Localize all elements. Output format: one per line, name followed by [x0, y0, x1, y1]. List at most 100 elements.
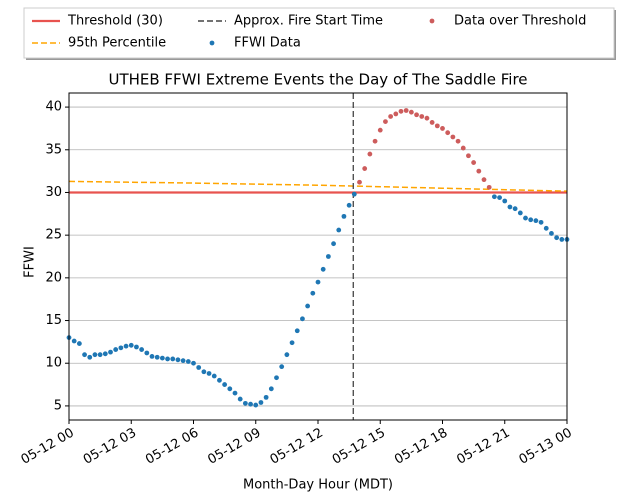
data-point [149, 353, 155, 359]
data-point [351, 191, 357, 197]
data-point [284, 352, 290, 358]
data-point [346, 202, 352, 208]
data-point [263, 394, 269, 400]
data-point [388, 114, 394, 119]
data-point [217, 377, 222, 383]
data-point [517, 210, 523, 216]
data-point [440, 126, 445, 131]
data-point [455, 138, 461, 144]
data-point [559, 237, 565, 242]
data-point [497, 195, 502, 200]
x-tick-label: 05-12 03 [81, 426, 139, 468]
data-point [191, 360, 196, 366]
data-point [144, 350, 150, 356]
data-point [481, 177, 487, 183]
data-point [170, 356, 176, 362]
data-point [227, 386, 233, 392]
data-point [554, 235, 560, 241]
data-point [466, 153, 471, 159]
data-point [232, 390, 238, 396]
data-point [450, 134, 456, 140]
data-point [408, 109, 414, 115]
y-tick-label: 20 [45, 270, 62, 285]
data-point [82, 352, 87, 358]
data-point [222, 382, 228, 387]
data-point [336, 227, 342, 233]
data-point [185, 359, 191, 364]
data-point [76, 341, 82, 346]
x-tick-label: 05-12 12 [268, 426, 326, 468]
data-point [507, 204, 513, 210]
x-tick-label: 05-12 21 [454, 426, 512, 468]
data-point [549, 231, 554, 236]
data-point [377, 127, 383, 133]
data-point [502, 198, 508, 204]
legend-marker [429, 18, 435, 24]
data-point [139, 347, 145, 352]
data-point [429, 120, 435, 125]
x-tick-label: 05-12 06 [143, 426, 201, 468]
y-tick-label: 25 [45, 228, 62, 243]
legend-label: FFWI Data [234, 36, 301, 51]
legend-frame [23, 7, 615, 59]
y-tick-label: 35 [45, 142, 62, 157]
data-point [523, 215, 528, 221]
data-point [108, 349, 113, 355]
data-point [118, 345, 124, 351]
data-point [393, 111, 399, 117]
y-axis-label: FFWI [23, 246, 38, 278]
data-point [325, 254, 331, 259]
data-point [419, 114, 425, 119]
data-point [206, 371, 212, 376]
y-tick-label: 40 [45, 100, 62, 115]
chart-title: UTHEB FFWI Extreme Events the Day of The… [108, 71, 527, 89]
x-tick-label: 05-13 00 [517, 426, 575, 468]
data-point [300, 316, 305, 322]
data-point [372, 138, 378, 144]
y-tick-label: 10 [45, 356, 62, 371]
data-point [491, 194, 497, 200]
legend-label: Approx. Fire Start Time [234, 14, 383, 29]
data-point [113, 347, 119, 352]
data-point [268, 386, 274, 392]
data-point [248, 401, 253, 407]
data-point [310, 290, 316, 296]
data-point [320, 266, 326, 272]
data-point [538, 219, 544, 225]
data-point [128, 342, 134, 348]
x-tick-label: 05-12 15 [330, 426, 388, 468]
data-point [315, 279, 321, 285]
data-point [543, 225, 549, 231]
data-point [180, 358, 186, 364]
data-point [357, 179, 362, 185]
data-point [201, 369, 207, 375]
data-point [528, 217, 534, 223]
data-point [476, 168, 482, 174]
data-point [92, 352, 98, 358]
data-point [71, 338, 77, 344]
data-point [87, 354, 93, 360]
y-tick-label: 15 [45, 313, 62, 328]
data-point [486, 184, 492, 190]
data-point [434, 123, 440, 129]
data-point [294, 328, 300, 334]
x-tick-label: 05-12 18 [392, 426, 450, 468]
data-point [211, 373, 217, 379]
y-tick-label: 5 [54, 398, 62, 413]
legend-label: 95th Percentile [68, 36, 166, 51]
data-point [533, 218, 539, 224]
data-point [123, 343, 129, 349]
data-point [445, 130, 451, 136]
x-axis-label: Month-Day Hour (MDT) [243, 478, 393, 493]
data-point [242, 400, 248, 406]
plot-frame [68, 92, 568, 421]
data-point [383, 119, 388, 125]
data-point [424, 115, 430, 121]
data-point [274, 375, 279, 381]
legend-label: Threshold (30) [67, 14, 163, 29]
data-point [196, 365, 202, 370]
data-point [159, 355, 165, 361]
data-point [258, 400, 264, 405]
data-point [362, 166, 368, 171]
